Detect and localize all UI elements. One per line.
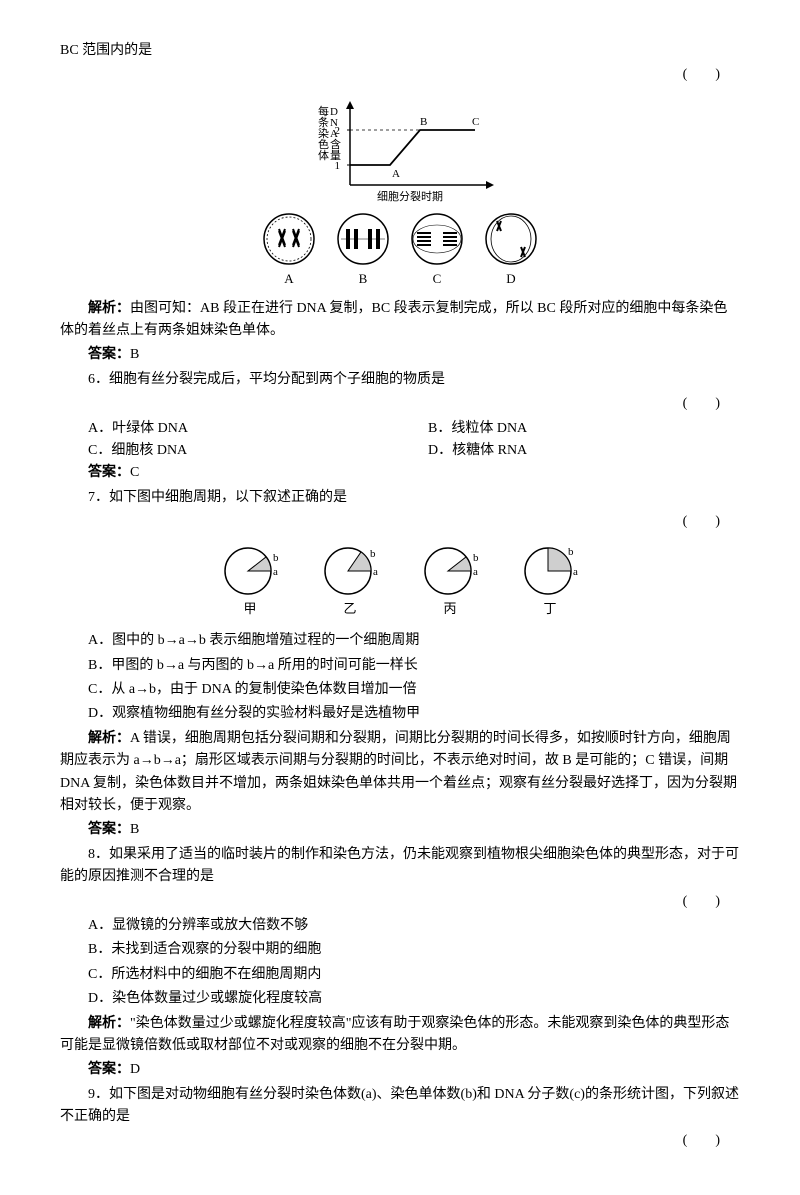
continuation-text: BC 范围内的是 bbox=[60, 40, 740, 62]
q6-answer: 答案：C bbox=[60, 462, 740, 484]
pie-yi: b a bbox=[320, 543, 380, 597]
q8-option-d: D．染色体数量过少或螺旋化程度较高 bbox=[60, 988, 740, 1010]
explain-label: 解析： bbox=[88, 1016, 130, 1031]
q7-answer-value: B bbox=[130, 822, 139, 837]
explain-label: 解析： bbox=[88, 301, 130, 316]
pie-label-ding: 丁 bbox=[543, 599, 556, 620]
q7-paren: ( ) bbox=[60, 511, 740, 533]
figure-chart-cells: 1 2 A B C 每条染色体 DNA含量 细胞分裂时期 bbox=[60, 95, 740, 290]
q5-answer-value: B bbox=[130, 347, 139, 362]
q7-option-b: B．甲图的 b→a 与丙图的 b→a 所用的时间可能一样长 bbox=[60, 655, 740, 677]
cell-diagram-d bbox=[483, 211, 539, 267]
q8-explain-text: "染色体数量过少或螺旋化程度较高"应该有助于观察染色体的形态。未能观察到染色体的… bbox=[60, 1016, 729, 1053]
q8-option-a: A．显微镜的分辨率或放大倍数不够 bbox=[60, 915, 740, 937]
cell-label-c: C bbox=[433, 269, 442, 290]
answer-label: 答案： bbox=[88, 822, 130, 837]
q9-stem: 9．如下图是对动物细胞有丝分裂时染色体数(a)、染色单体数(b)和 DNA 分子… bbox=[60, 1084, 740, 1129]
q8-stem: 8．如果采用了适当的临时装片的制作和染色方法，仍未能观察到植物根尖细胞染色体的典… bbox=[60, 844, 740, 889]
q5-answer: 答案：B bbox=[60, 344, 740, 366]
answer-label: 答案： bbox=[88, 347, 130, 362]
q7-option-d: D．观察植物细胞有丝分裂的实验材料最好是选植物甲 bbox=[60, 703, 740, 725]
q8-answer: 答案：D bbox=[60, 1059, 740, 1081]
cell-label-d: D bbox=[506, 269, 515, 290]
point-A: A bbox=[392, 168, 400, 180]
pie-b-label: b bbox=[273, 552, 279, 564]
cells-row: A B bbox=[261, 211, 539, 290]
q6-paren: ( ) bbox=[60, 393, 740, 415]
q5-explain: 解析：由图可知：AB 段正在进行 DNA 复制，BC 段表示复制完成，所以 BC… bbox=[60, 298, 740, 343]
q7-option-a: A．图中的 b→a→b 表示细胞增殖过程的一个细胞周期 bbox=[60, 630, 740, 652]
q7-answer: 答案：B bbox=[60, 819, 740, 841]
explain-label: 解析： bbox=[88, 731, 130, 746]
pie-row: b a 甲 b a 乙 b a 丙 b a 丁 bbox=[60, 543, 740, 620]
q8-option-b: B．未找到适合观察的分裂中期的细胞 bbox=[60, 939, 740, 961]
pie-b-label: b bbox=[370, 548, 376, 560]
x-label: 细胞分裂时期 bbox=[377, 190, 443, 203]
pie-b-label: b bbox=[473, 552, 479, 564]
pie-a-label: a bbox=[273, 566, 278, 578]
pie-a-label: a bbox=[373, 566, 378, 578]
q8-option-c: C．所选材料中的细胞不在细胞周期内 bbox=[60, 964, 740, 986]
pie-label-bing: 丙 bbox=[443, 599, 456, 620]
q6-option-d: D．核糖体 RNA bbox=[400, 440, 740, 462]
q6-option-b: B．线粒体 DNA bbox=[400, 418, 740, 440]
point-B: B bbox=[420, 116, 427, 128]
pie-a-label: a bbox=[473, 566, 478, 578]
q6-option-c: C．细胞核 DNA bbox=[60, 440, 400, 462]
pie-b-label: b bbox=[568, 546, 574, 558]
y-label: 每条染色体 bbox=[318, 104, 329, 162]
answer-label: 答案： bbox=[88, 1062, 130, 1077]
cell-label-b: B bbox=[359, 269, 368, 290]
pie-label-jia: 甲 bbox=[243, 599, 256, 620]
cell-label-a: A bbox=[284, 269, 293, 290]
q7-explain-text: A 错误，细胞周期包括分裂间期和分裂期，间期比分裂期的时间长得多，如按顺时针方向… bbox=[60, 731, 737, 813]
q6-answer-value: C bbox=[130, 465, 139, 480]
q6-option-a: A．叶绿体 DNA bbox=[60, 418, 400, 440]
q7-option-c: C．从 a→b，由于 DNA 的复制使染色体数目增加一倍 bbox=[60, 679, 740, 701]
q5-explain-text: 由图可知：AB 段正在进行 DNA 复制，BC 段表示复制完成，所以 BC 段所… bbox=[60, 301, 727, 338]
cell-diagram-b bbox=[335, 211, 391, 267]
cell-diagram-c bbox=[409, 211, 465, 267]
answer-label: 答案： bbox=[88, 465, 130, 480]
pie-bing: b a bbox=[420, 543, 480, 597]
q8-answer-value: D bbox=[130, 1062, 140, 1077]
dna-chart: 1 2 A B C 每条染色体 DNA含量 细胞分裂时期 bbox=[300, 95, 500, 205]
q8-explain: 解析："染色体数量过少或螺旋化程度较高"应该有助于观察染色体的形态。未能观察到染… bbox=[60, 1013, 740, 1058]
q7-explain: 解析：A 错误，细胞周期包括分裂间期和分裂期，间期比分裂期的时间长得多，如按顺时… bbox=[60, 728, 740, 818]
q6-stem: 6．细胞有丝分裂完成后，平均分配到两个子细胞的物质是 bbox=[60, 369, 740, 391]
pie-jia: b a bbox=[220, 543, 280, 597]
point-C: C bbox=[472, 116, 479, 128]
pie-ding: b a bbox=[520, 543, 580, 597]
q9-paren: ( ) bbox=[60, 1130, 740, 1152]
pie-label-yi: 乙 bbox=[343, 599, 356, 620]
cell-diagram-a bbox=[261, 211, 317, 267]
q8-paren: ( ) bbox=[60, 891, 740, 913]
pie-a-label: a bbox=[573, 566, 578, 578]
q7-stem: 7．如下图中细胞周期，以下叙述正确的是 bbox=[60, 487, 740, 509]
paren-marker: ( ) bbox=[60, 64, 740, 86]
